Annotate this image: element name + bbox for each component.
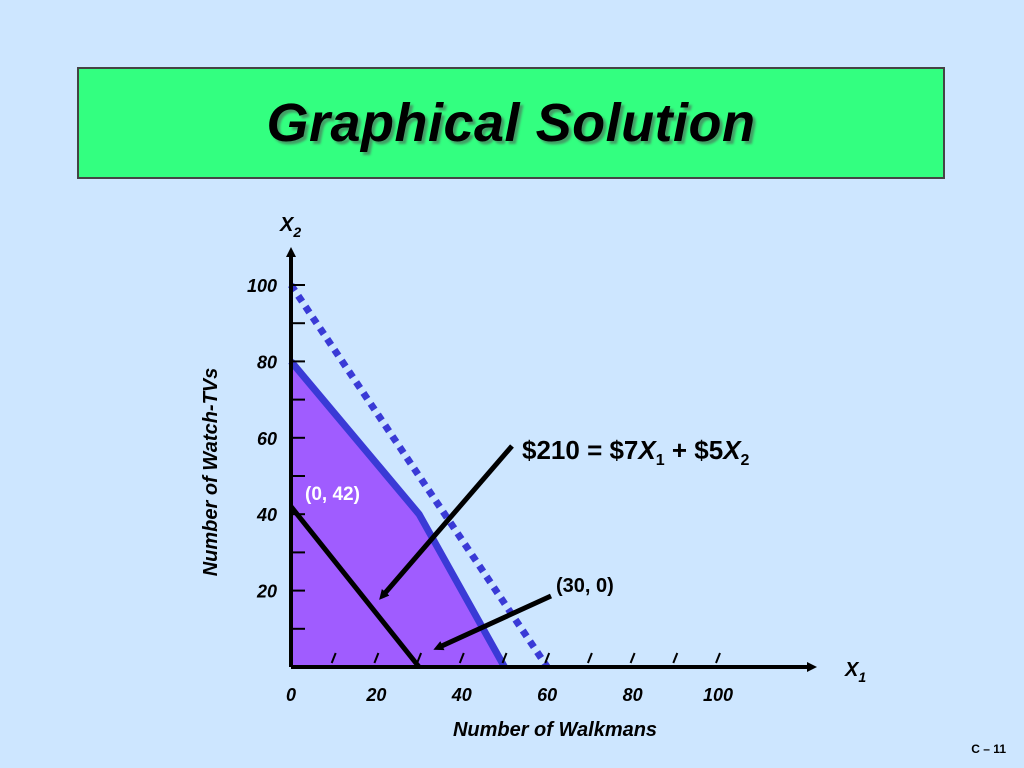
- constraint-lines-layer: [288, 283, 551, 669]
- y-axis-title: Number of Watch-TVs: [200, 368, 222, 577]
- x-tick-mark: [458, 652, 465, 664]
- x-tick-mark: [715, 652, 721, 664]
- y-tick-labels: 20 40 60 80 100: [247, 276, 277, 602]
- annotation-arrows: [379, 444, 553, 651]
- y-tick-label: 100: [247, 276, 277, 296]
- x-tick-mark: [330, 652, 337, 664]
- x-tick-mark: [501, 652, 508, 664]
- x-tick-labels: 0 20 40 60 80 100: [286, 685, 733, 705]
- page-number: C – 11: [971, 742, 1006, 756]
- x-tick-label: 20: [365, 685, 386, 705]
- x-tick-label: 0: [286, 685, 296, 705]
- point-arrow: [433, 593, 553, 651]
- tick-marks: [293, 284, 721, 664]
- x-tick-label: 60: [537, 685, 557, 705]
- isoprofit-line: [289, 505, 422, 669]
- x-tick-mark: [416, 652, 423, 664]
- x-tick-label: 40: [451, 685, 472, 705]
- x-tick-mark: [373, 652, 380, 664]
- dotted-isoprofit-line: [288, 283, 551, 669]
- x-tick-label: 100: [703, 685, 733, 705]
- axes: [286, 247, 817, 672]
- x-tick-mark: [544, 652, 551, 664]
- y-tick-label: 80: [257, 352, 277, 372]
- x-tick-mark: [629, 652, 636, 664]
- equation-annotation: $210 = $7X1 + $5X2: [522, 435, 750, 469]
- constraint-line: [288, 359, 508, 669]
- y-tick-label: 20: [256, 582, 277, 602]
- title-bar: Graphical Solution: [77, 67, 945, 179]
- x-axis-symbol: X1: [844, 659, 866, 685]
- x-tick-mark: [672, 652, 679, 664]
- x-axis-title: Number of Walkmans: [453, 719, 657, 741]
- equation-arrow: [379, 444, 514, 600]
- point-label-30-0: (30, 0): [556, 575, 614, 597]
- feasible-region: [291, 361, 505, 667]
- x-tick-label: 80: [623, 685, 643, 705]
- point-label-0-42: (0, 42): [305, 484, 360, 505]
- y-axis-symbol: X2: [279, 214, 301, 240]
- y-tick-label: 40: [256, 505, 277, 525]
- feasible-region-layer: [291, 361, 505, 667]
- slide-title: Graphical Solution: [266, 93, 756, 153]
- y-tick-label: 60: [257, 429, 277, 449]
- x-tick-mark: [586, 652, 593, 664]
